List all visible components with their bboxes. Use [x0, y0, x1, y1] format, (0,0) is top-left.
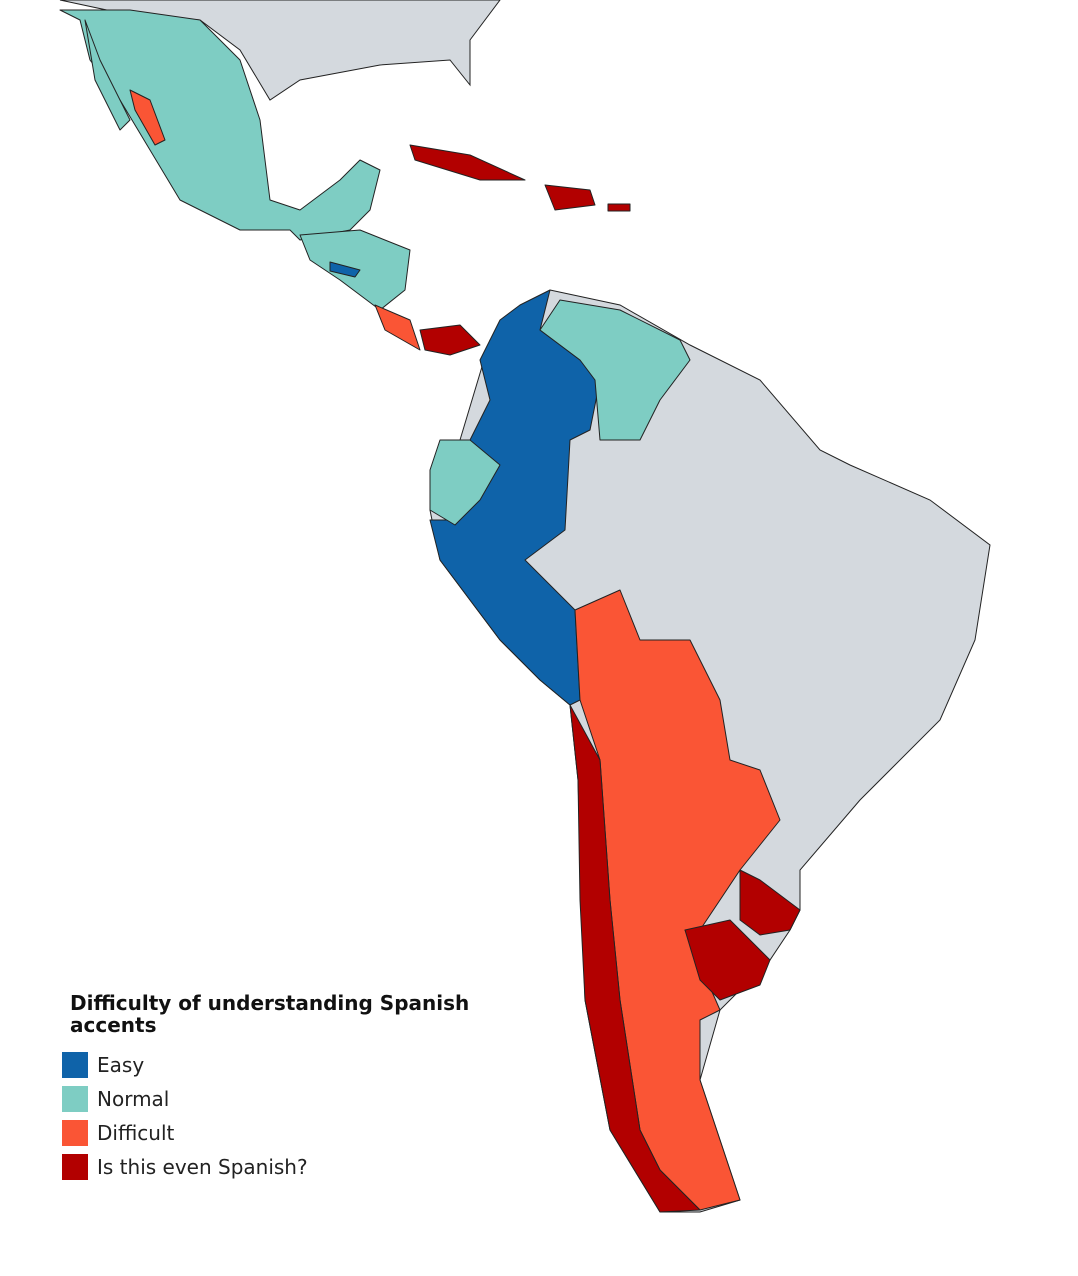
legend-swatch	[62, 1086, 88, 1112]
region	[429, 289, 601, 706]
region	[569, 704, 701, 1213]
legend-swatch	[62, 1120, 88, 1146]
region	[329, 261, 361, 278]
region	[684, 919, 771, 1001]
legend-swatch	[62, 1154, 88, 1180]
region	[59, 9, 381, 241]
region	[374, 304, 421, 351]
region	[607, 203, 631, 212]
region	[129, 89, 166, 146]
legend-item: Is this even Spanish?	[62, 1150, 482, 1184]
legend-item: Normal	[62, 1082, 482, 1116]
legend-title: Difficulty of understanding Spanish acce…	[70, 991, 470, 1037]
region	[84, 19, 131, 131]
legend-label: Is this even Spanish?	[97, 1155, 308, 1179]
legend-label: Normal	[97, 1087, 170, 1111]
legend: Difficulty of understanding Spanish acce…	[62, 992, 482, 1184]
legend-swatch	[62, 1052, 88, 1078]
legend-item: Easy	[62, 1048, 482, 1082]
legend-item: Difficult	[62, 1116, 482, 1150]
region	[419, 324, 481, 356]
legend-items: Easy Normal Difficult Is this even Spanish?	[62, 1048, 482, 1184]
region	[739, 869, 801, 936]
legend-label: Difficult	[97, 1121, 175, 1145]
region	[429, 439, 501, 526]
region	[539, 299, 691, 441]
region	[544, 184, 596, 211]
region	[409, 144, 526, 181]
legend-label: Easy	[97, 1053, 145, 1077]
